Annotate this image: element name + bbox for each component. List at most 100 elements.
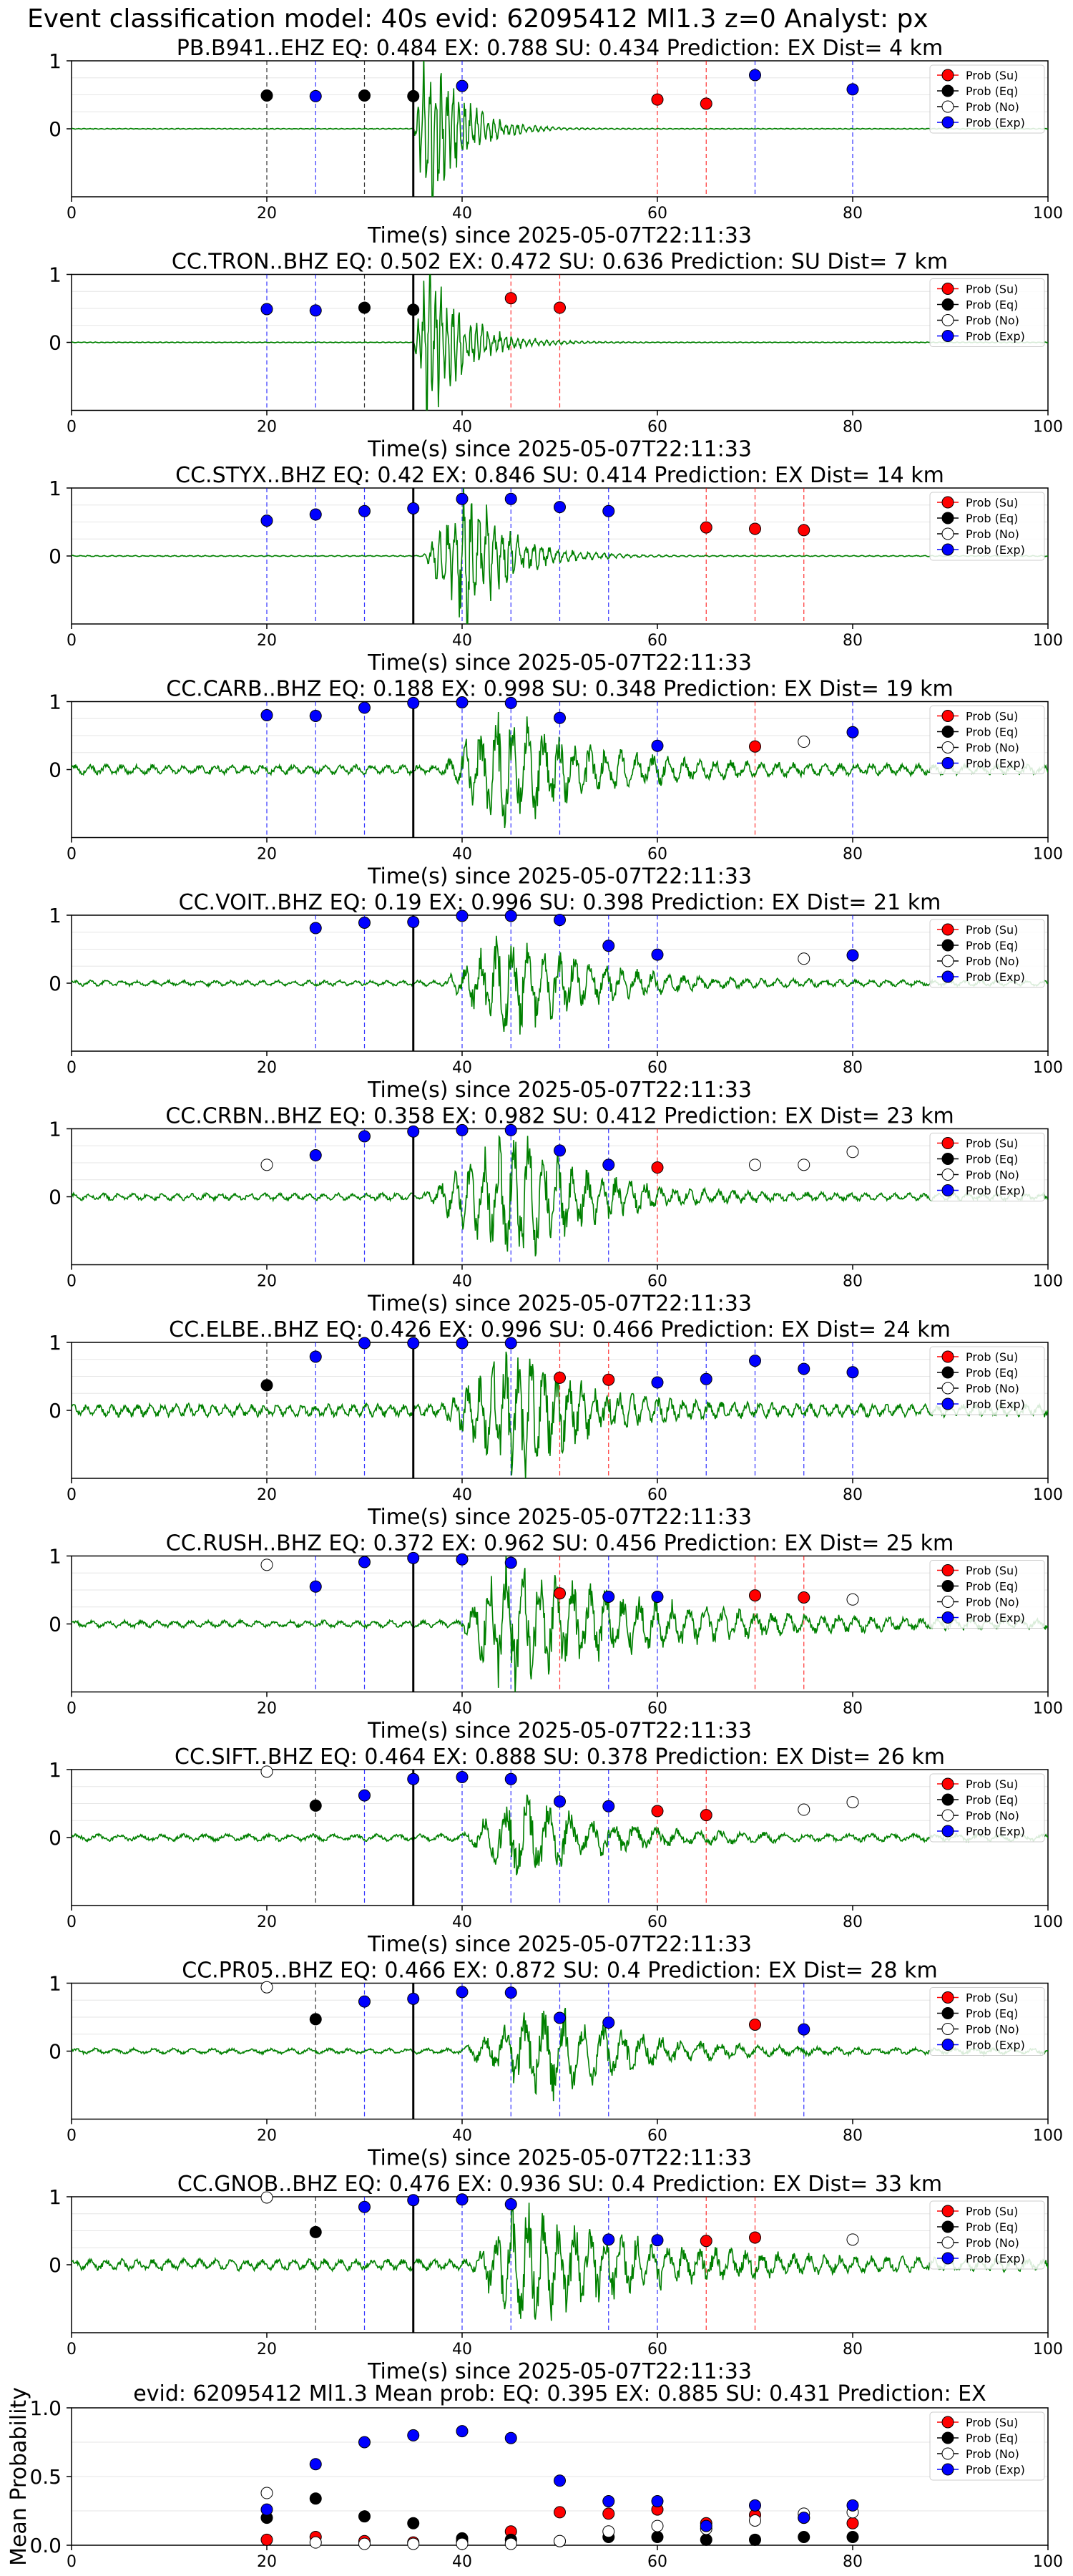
legend-marker xyxy=(941,116,954,129)
x-tick-label: 20 xyxy=(257,846,277,864)
prob-marker-eq xyxy=(358,301,371,314)
x-tick-label: 80 xyxy=(843,632,863,650)
panel-title: CC.CRBN..BHZ EQ: 0.358 EX: 0.982 SU: 0.4… xyxy=(165,1104,954,1129)
prob-marker-exp xyxy=(407,1337,420,1350)
waveform-trace xyxy=(72,2007,1048,2102)
legend-marker xyxy=(941,100,954,113)
x-tick-label: 0 xyxy=(67,846,77,864)
legend-marker xyxy=(941,1137,954,1149)
x-tick-label: 80 xyxy=(843,2553,863,2571)
legend-label: Prob (Exp) xyxy=(966,757,1025,771)
mean-marker-no xyxy=(456,2537,469,2550)
legend-label: Prob (Eq) xyxy=(966,726,1018,739)
legend-marker xyxy=(941,283,954,295)
legend-label: Prob (Exp) xyxy=(966,1397,1025,1411)
y-tick-label: 1 xyxy=(49,2185,62,2209)
x-tick-label: 80 xyxy=(843,1486,863,1504)
legend-box xyxy=(929,1560,1045,1629)
legend-box xyxy=(929,278,1045,347)
prob-marker-exp xyxy=(309,89,322,102)
legend-label: Prob (Su) xyxy=(966,2205,1018,2218)
prob-marker-exp xyxy=(602,940,615,952)
y-tick-label: 0.5 xyxy=(29,2465,62,2489)
prob-marker-exp xyxy=(358,1556,371,1568)
prob-marker-exp xyxy=(309,1350,322,1363)
prob-marker-su xyxy=(700,521,712,534)
legend-label: Prob (Eq) xyxy=(966,1153,1018,1166)
legend-marker xyxy=(941,1580,954,1592)
legend-box xyxy=(929,1133,1045,1201)
prob-marker-exp xyxy=(407,916,420,928)
x-tick-label: 80 xyxy=(843,846,863,864)
prob-marker-no xyxy=(798,1158,810,1171)
prob-marker-exp xyxy=(456,1553,469,1566)
prob-marker-exp xyxy=(309,1580,322,1593)
panel-title: PB.B941..EHZ EQ: 0.484 EX: 0.788 SU: 0.4… xyxy=(177,36,943,61)
mean-marker-no xyxy=(554,2534,566,2547)
prob-marker-exp xyxy=(504,1337,517,1350)
mean-marker-su xyxy=(554,2506,566,2519)
prob-marker-su xyxy=(700,2235,712,2248)
y-tick-label: 1 xyxy=(49,263,62,287)
legend-label: Prob (No) xyxy=(966,1169,1019,1182)
legend-label: Prob (Exp) xyxy=(966,330,1025,343)
prob-marker-exp xyxy=(504,909,517,922)
legend-label: Prob (Eq) xyxy=(966,1793,1018,1807)
x-tick-label: 80 xyxy=(843,1273,863,1291)
prob-marker-exp xyxy=(260,303,273,316)
x-tick-label: 20 xyxy=(257,1913,277,1931)
prob-marker-exp xyxy=(407,1992,420,2005)
legend-label: Prob (Su) xyxy=(966,923,1018,937)
prob-marker-exp xyxy=(554,2011,566,2024)
prob-marker-no xyxy=(260,2191,273,2204)
prob-marker-su xyxy=(749,2018,761,2031)
legend-marker xyxy=(941,1366,954,1379)
prob-marker-exp xyxy=(456,1337,469,1350)
prob-marker-exp xyxy=(602,2233,615,2246)
prob-marker-exp xyxy=(456,1123,469,1136)
legend-marker xyxy=(941,970,954,983)
x-tick-label: 60 xyxy=(647,2127,667,2145)
legend-label: Prob (Su) xyxy=(966,69,1018,82)
mean-marker-su xyxy=(846,2517,859,2529)
prob-marker-exp xyxy=(504,1123,517,1136)
legend-marker xyxy=(941,1991,954,2004)
prob-marker-exp xyxy=(358,504,371,517)
station-panel: 0 20 40 60 80 100 1 0 CC.VOIT..BHZ EQ: 0.19 EX: … xyxy=(49,890,1063,1103)
x-tick-label: 60 xyxy=(647,1059,667,1077)
x-tick-label: 20 xyxy=(257,205,277,223)
x-tick-label: 80 xyxy=(843,419,863,436)
prob-marker-exp xyxy=(554,1144,566,1157)
prob-marker-exp xyxy=(846,949,859,962)
legend-label: Prob (Su) xyxy=(966,496,1018,509)
prob-marker-eq xyxy=(309,2225,322,2238)
prob-marker-exp xyxy=(456,1986,469,1999)
x-tick-label: 100 xyxy=(1033,2341,1063,2358)
y-tick-label: 0 xyxy=(49,1399,62,1423)
legend-marker xyxy=(941,1397,954,1410)
y-tick-label: 1 xyxy=(49,477,62,500)
prob-marker-exp xyxy=(456,1770,469,1783)
legend-label: Prob (No) xyxy=(966,527,1019,541)
prob-marker-exp xyxy=(456,909,469,922)
prob-marker-exp xyxy=(456,2193,469,2206)
prob-marker-exp xyxy=(358,701,371,714)
legend-label: Prob (Su) xyxy=(966,1350,1018,1364)
prob-marker-exp xyxy=(846,726,859,738)
prob-marker-exp xyxy=(456,79,469,92)
legend-label: Prob (Exp) xyxy=(966,970,1025,984)
prob-marker-exp xyxy=(651,739,664,752)
prob-marker-su xyxy=(700,97,712,110)
mean-marker-no xyxy=(309,2536,322,2549)
y-tick-label: 0 xyxy=(49,117,62,141)
station-panel: 0 20 40 60 80 100 1 0 CC.RUSH..BHZ EQ: 0.372 EX:… xyxy=(49,1531,1063,1744)
prob-marker-no xyxy=(798,952,810,965)
waveform-trace xyxy=(72,274,1048,411)
legend-marker xyxy=(941,69,954,82)
legend-box xyxy=(929,919,1045,988)
panel-title: CC.SIFT..BHZ EQ: 0.464 EX: 0.888 SU: 0.3… xyxy=(175,1745,945,1770)
prob-marker-su xyxy=(554,1587,566,1600)
y-tick-label: 1.0 xyxy=(29,2396,62,2420)
y-tick-label: 0 xyxy=(49,2253,62,2277)
mean-marker-exp xyxy=(749,2499,761,2512)
